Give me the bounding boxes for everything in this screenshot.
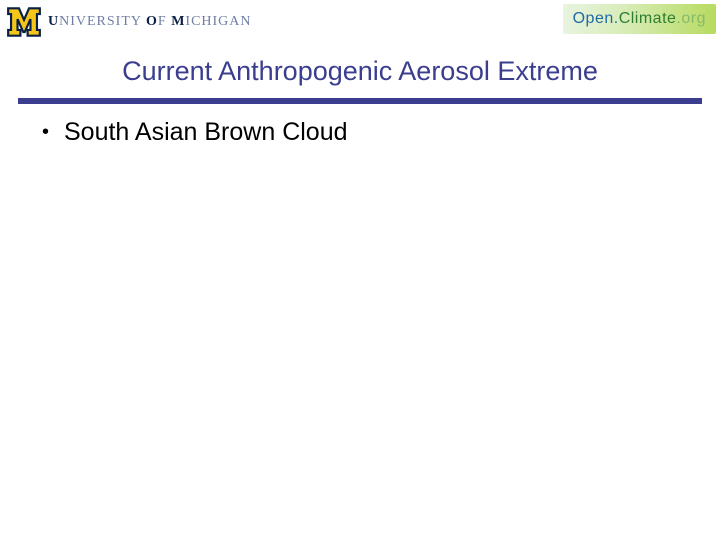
header: UNIVERSITY OF MICHIGAN Open.Climate.org [0, 0, 720, 46]
badge-text-org: .org [676, 10, 706, 27]
list-item: • South Asian Brown Cloud [42, 118, 682, 147]
bullet-list: • South Asian Brown Cloud [42, 118, 682, 147]
badge-text-open: Open. [573, 10, 619, 27]
university-name: UNIVERSITY OF MICHIGAN [48, 14, 252, 30]
openclimate-badge: Open.Climate.org [563, 4, 716, 34]
slide-title: Current Anthropogenic Aerosol Extreme [0, 56, 720, 87]
bullet-text: South Asian Brown Cloud [64, 118, 348, 147]
university-name-strong: UNIVERSITY OF MICHIGAN [48, 14, 252, 29]
block-m-icon [6, 4, 42, 40]
badge-text-climate: Climate [619, 10, 677, 27]
university-logo-lockup: UNIVERSITY OF MICHIGAN [6, 4, 252, 40]
title-divider [18, 98, 702, 104]
slide: UNIVERSITY OF MICHIGAN Open.Climate.org … [0, 0, 720, 540]
bullet-icon: • [42, 128, 50, 136]
